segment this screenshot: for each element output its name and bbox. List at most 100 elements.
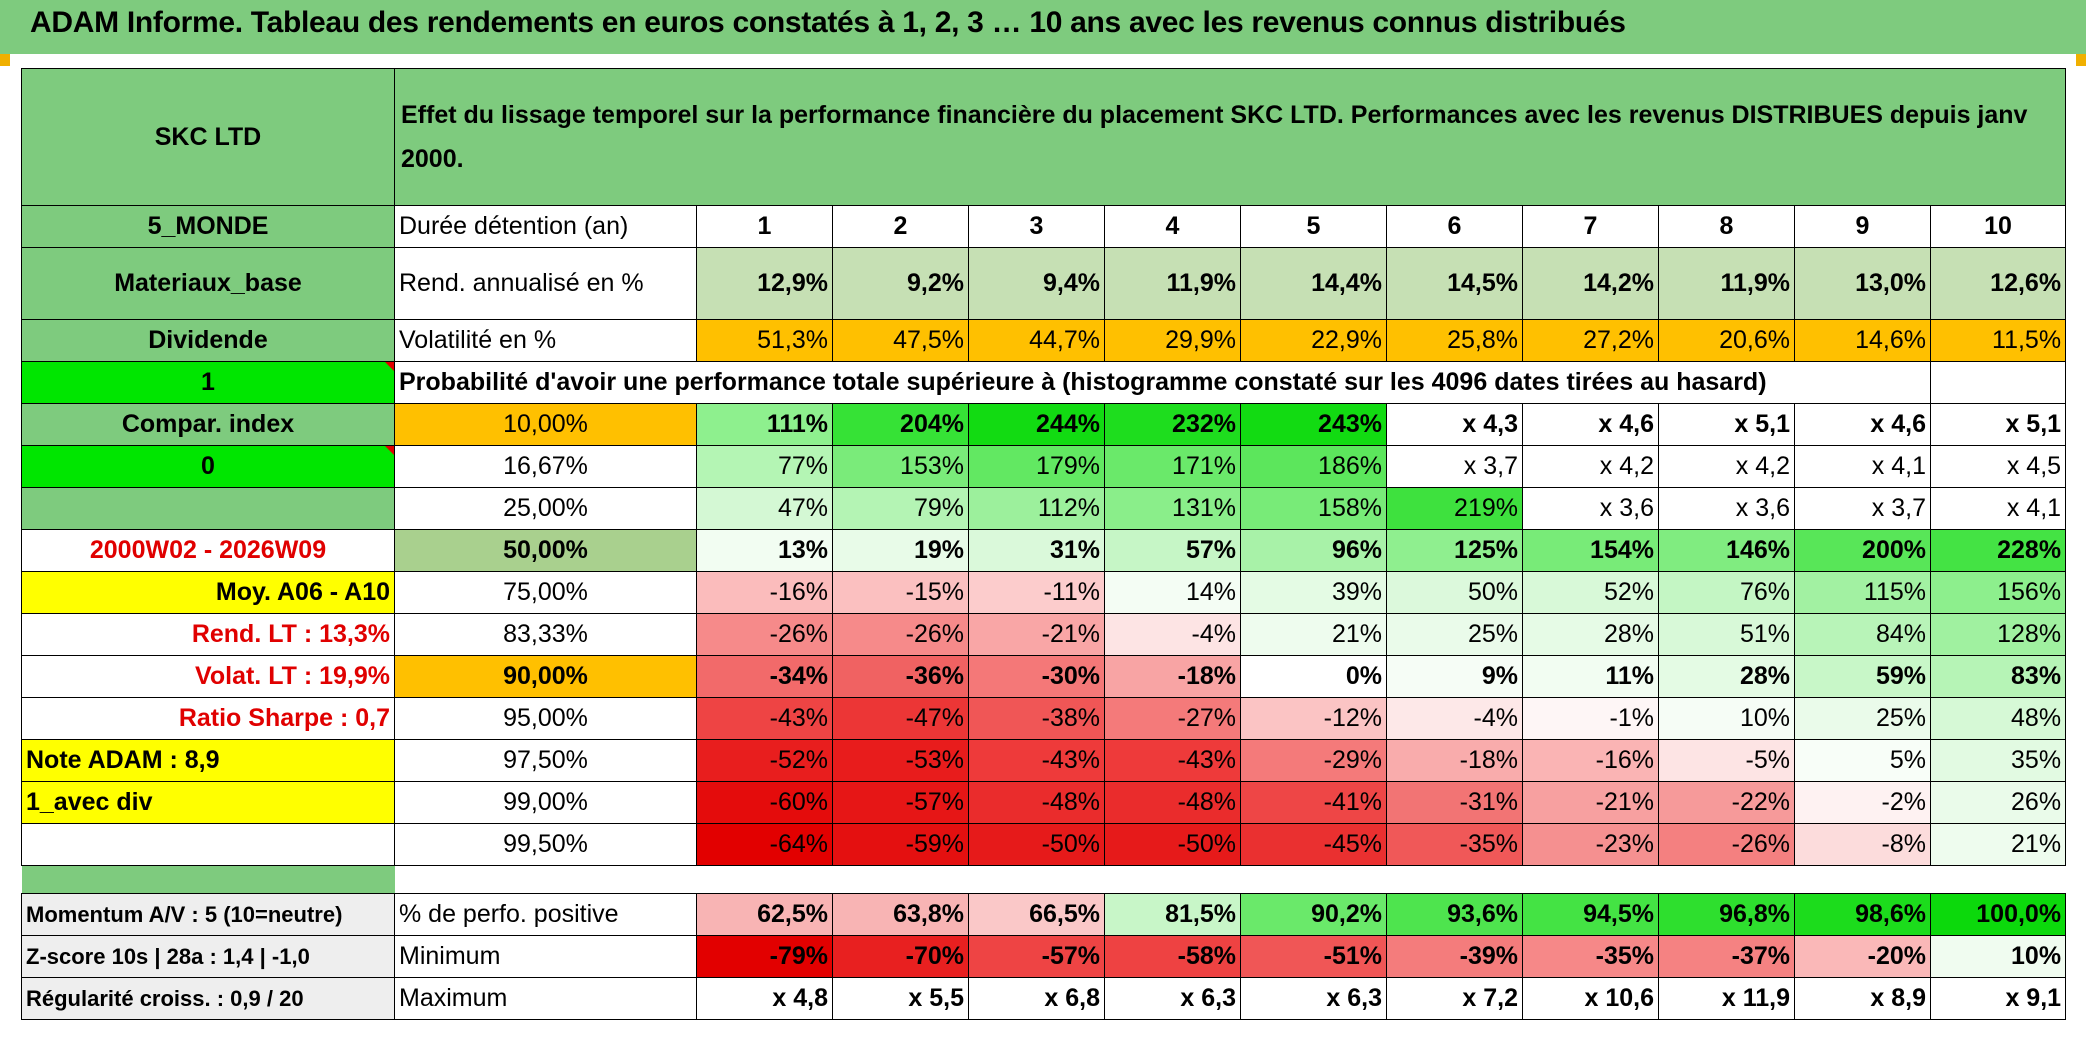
positive-cell: 90,2% [1240, 893, 1387, 936]
maximum-cell: x 6,3 [1104, 977, 1241, 1020]
prob-cell: 171% [1104, 445, 1241, 488]
empty-cell [1794, 361, 1931, 404]
sector-label: Materiaux_base [21, 247, 395, 320]
minimum-label: Minimum [394, 935, 697, 978]
prob-cell: 47% [696, 487, 833, 530]
prob-cell: 52% [1522, 571, 1659, 614]
positive-label: % de perfo. positive [394, 893, 697, 936]
prob-threshold: 95,00% [394, 697, 697, 740]
volatility-cell: 29,9% [1104, 319, 1241, 362]
positive-cell: 96,8% [1658, 893, 1795, 936]
prob-cell: 112% [968, 487, 1105, 530]
year-cell: 4 [1104, 205, 1241, 248]
year-cell: 1 [696, 205, 833, 248]
prob-cell: -26% [696, 613, 833, 656]
prob-cell: 19% [832, 529, 969, 572]
volatility-cell: 44,7% [968, 319, 1105, 362]
prob-cell: -26% [832, 613, 969, 656]
prob-row: 25,00% 47% 79% 112% 131% 158% 219% x 3,6… [21, 487, 2067, 530]
volatility-cell: 22,9% [1240, 319, 1387, 362]
prob-cell: 228% [1929, 529, 2067, 572]
prob-row: 1_avec div 99,00% -60% -57% -48% -48% -4… [21, 781, 2067, 824]
prob-cell: -47% [832, 697, 969, 740]
prob-cell: x 4,2 [1522, 445, 1659, 488]
prob-cell: -16% [1522, 739, 1659, 782]
title-bar: ADAM Informe. Tableau des rendements en … [0, 0, 2086, 54]
prob-cell: 156% [1929, 571, 2067, 614]
positive-cell: 62,5% [696, 893, 833, 936]
sharpe-ratio: Ratio Sharpe : 0,7 [21, 697, 395, 740]
prob-cell: 111% [696, 403, 833, 446]
prob-cell: -15% [832, 571, 969, 614]
zscore-label: Z-score 10s | 28a : 1,4 | -1,0 [21, 935, 395, 978]
minimum-cell: -35% [1522, 935, 1659, 978]
prob-cell: -41% [1240, 781, 1387, 824]
positive-cell: 100,0% [1929, 893, 2067, 936]
maximum-cell: x 6,8 [968, 977, 1105, 1020]
prob-row: Ratio Sharpe : 0,7 95,00% -43% -47% -38%… [21, 697, 2067, 740]
prob-cell: -48% [1104, 781, 1241, 824]
prob-cell: x 4,1 [1929, 487, 2067, 530]
prob-cell: 146% [1658, 529, 1795, 572]
prob-threshold: 90,00% [394, 655, 697, 698]
compar-index-label: Compar. index [21, 403, 395, 446]
prob-cell: 25% [1794, 697, 1931, 740]
prob-cell: x 3,7 [1794, 487, 1931, 530]
prob-cell: 51% [1658, 613, 1795, 656]
prob-cell: 59% [1794, 655, 1931, 698]
prob-cell: -57% [832, 781, 969, 824]
prob-cell: 48% [1929, 697, 2067, 740]
prob-cell: 243% [1240, 403, 1387, 446]
maximum-row: Régularité croiss. : 0,9 / 20 Maximum x … [21, 977, 2067, 1020]
prob-cell: -1% [1522, 697, 1659, 740]
adam-score: Note ADAM : 8,9 [21, 739, 395, 782]
prob-cell: x 3,6 [1658, 487, 1795, 530]
prob-cell: -30% [968, 655, 1105, 698]
report-title: ADAM Informe. Tableau des rendements en … [30, 6, 1626, 39]
selector-2[interactable]: 0 [21, 445, 395, 488]
empty-cell [1929, 361, 2067, 404]
prob-cell: x 5,1 [1929, 403, 2067, 446]
prob-threshold: 97,50% [394, 739, 697, 782]
prob-cell: 57% [1104, 529, 1241, 572]
minimum-cell: -70% [832, 935, 969, 978]
prob-cell: 154% [1522, 529, 1659, 572]
positive-cell: 93,6% [1386, 893, 1523, 936]
prob-cell: -45% [1240, 823, 1387, 866]
maximum-cell: x 6,3 [1240, 977, 1387, 1020]
prob-cell: 76% [1658, 571, 1795, 614]
probability-title: Probabilité d'avoir une performance tota… [394, 361, 1795, 404]
prob-cell: 25% [1386, 613, 1523, 656]
prob-cell: -38% [968, 697, 1105, 740]
prob-cell: 186% [1240, 445, 1387, 488]
corner-marker [2076, 54, 2086, 66]
prob-cell: 219% [1386, 487, 1523, 530]
prob-cell: -52% [696, 739, 833, 782]
year-cell: 7 [1522, 205, 1659, 248]
volatility-cell: 51,3% [696, 319, 833, 362]
prob-row: Volat. LT : 19,9% 90,00% -34% -36% -30% … [21, 655, 2067, 698]
maximum-cell: x 4,8 [696, 977, 833, 1020]
prob-threshold: 99,50% [394, 823, 697, 866]
prob-cell: -29% [1240, 739, 1387, 782]
prob-cell: 13% [696, 529, 833, 572]
prob-cell: 28% [1658, 655, 1795, 698]
dividend-option: 1_avec div [21, 781, 395, 824]
selector-1[interactable]: 1 [21, 361, 395, 404]
prob-cell: 10% [1658, 697, 1795, 740]
prob-cell: 83% [1929, 655, 2067, 698]
prob-cell: 179% [968, 445, 1105, 488]
prob-row: Moy. A06 - A10 75,00% -16% -15% -11% 14%… [21, 571, 2067, 614]
volatility-cell: 25,8% [1386, 319, 1523, 362]
return-cell: 14,2% [1522, 247, 1659, 320]
maximum-cell: x 5,5 [832, 977, 969, 1020]
year-cell: 2 [832, 205, 969, 248]
prob-cell: 50% [1386, 571, 1523, 614]
minimum-cell: -37% [1658, 935, 1795, 978]
prob-cell: 84% [1794, 613, 1931, 656]
header-row: SKC LTD Effet du lissage temporel sur la… [21, 68, 2067, 206]
long-term-return: Rend. LT : 13,3% [21, 613, 395, 656]
prob-cell: 35% [1929, 739, 2067, 782]
duration-label: Durée détention (an) [394, 205, 697, 248]
prob-threshold: 83,33% [394, 613, 697, 656]
